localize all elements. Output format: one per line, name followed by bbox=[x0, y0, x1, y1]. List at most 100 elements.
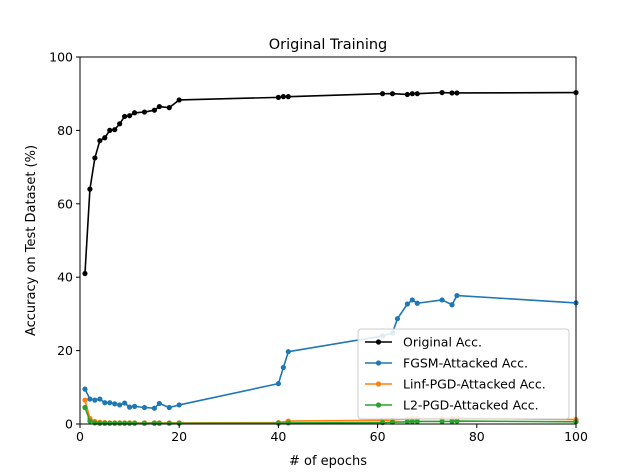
data-point bbox=[87, 186, 93, 192]
data-point bbox=[82, 404, 88, 411]
y-tick-label: 20 bbox=[57, 343, 73, 358]
data-point bbox=[409, 297, 415, 303]
data-point bbox=[82, 386, 88, 392]
data-point bbox=[102, 400, 108, 406]
chart-title: Original Training bbox=[269, 37, 388, 53]
data-point bbox=[97, 420, 103, 426]
data-point bbox=[122, 420, 128, 426]
data-point bbox=[141, 109, 148, 115]
data-point bbox=[166, 105, 172, 111]
x-tick-label: 80 bbox=[469, 429, 485, 444]
data-point bbox=[131, 420, 138, 426]
legend: Original Acc. FGSM-Attacked Acc. Linf-PGD-… bbox=[357, 328, 570, 420]
data-point bbox=[280, 94, 286, 100]
data-point bbox=[166, 420, 172, 426]
legend-marker bbox=[375, 360, 382, 366]
axis-ticks: 0 20 40 60 80 100 0 20 40 60 80 100 bbox=[49, 50, 588, 445]
series-1 bbox=[82, 89, 579, 277]
x-tick-label: 0 bbox=[76, 429, 84, 444]
data-point bbox=[97, 138, 103, 144]
data-point bbox=[285, 94, 291, 100]
legend-entry: Linf-PGD-Attacked Acc. bbox=[365, 377, 546, 392]
data-point bbox=[389, 91, 396, 97]
data-point bbox=[112, 127, 118, 133]
data-point bbox=[454, 90, 460, 96]
legend-marker bbox=[375, 339, 382, 345]
data-point bbox=[394, 316, 401, 322]
data-point bbox=[97, 396, 103, 402]
data-point bbox=[275, 420, 281, 426]
data-point bbox=[404, 419, 410, 425]
data-point bbox=[280, 364, 286, 371]
data-point bbox=[414, 418, 420, 425]
data-point bbox=[92, 397, 98, 403]
x-tick-label: 20 bbox=[171, 429, 187, 444]
data-point bbox=[82, 397, 88, 403]
legend-label: Linf-PGD-Attacked Acc. bbox=[403, 377, 546, 392]
data-point bbox=[379, 91, 386, 97]
data-point bbox=[285, 349, 291, 355]
data-point bbox=[102, 420, 108, 426]
y-tick-label: 60 bbox=[57, 196, 73, 211]
legend-box bbox=[357, 328, 570, 420]
data-point bbox=[156, 103, 162, 110]
data-point bbox=[131, 403, 138, 409]
data-point bbox=[107, 400, 113, 406]
data-point bbox=[409, 91, 415, 97]
data-point bbox=[102, 135, 108, 141]
legend-marker bbox=[375, 402, 382, 408]
data-point bbox=[141, 404, 148, 411]
legend-marker bbox=[375, 381, 382, 387]
data-point bbox=[454, 418, 460, 424]
data-point bbox=[107, 420, 113, 426]
data-point bbox=[176, 402, 182, 408]
data-point bbox=[131, 110, 138, 116]
data-point bbox=[151, 405, 157, 411]
legend-entry: L2-PGD-Attacked Acc. bbox=[365, 398, 539, 413]
series-4 bbox=[82, 404, 579, 426]
data-point bbox=[439, 89, 445, 96]
plot-frame bbox=[79, 56, 577, 425]
x-tick-label: 100 bbox=[564, 429, 588, 444]
data-point bbox=[127, 113, 133, 119]
data-point bbox=[141, 420, 148, 426]
data-point bbox=[117, 402, 123, 408]
legend-label: Original Acc. bbox=[403, 335, 482, 350]
data-point bbox=[275, 381, 281, 387]
data-point bbox=[449, 90, 455, 96]
legend-entry: Original Acc. bbox=[365, 335, 482, 350]
data-point bbox=[117, 121, 123, 127]
data-point bbox=[285, 420, 291, 426]
y-axis-label: Accuracy on Test Dataset (%) bbox=[24, 145, 39, 336]
data-point bbox=[87, 396, 93, 402]
data-point bbox=[389, 419, 396, 425]
y-tick-label: 40 bbox=[57, 270, 73, 285]
x-tick-label: 40 bbox=[270, 429, 286, 444]
data-point bbox=[449, 302, 455, 308]
data-point bbox=[117, 420, 123, 426]
legend-entry: FGSM-Attacked Acc. bbox=[365, 356, 528, 371]
data-point bbox=[414, 300, 420, 306]
data-point bbox=[156, 420, 162, 426]
y-tick-label: 0 bbox=[65, 417, 73, 432]
x-tick-label: 60 bbox=[370, 429, 386, 444]
data-point bbox=[439, 418, 445, 425]
data-point bbox=[439, 297, 445, 303]
data-point bbox=[122, 113, 128, 120]
data-point bbox=[127, 404, 133, 410]
data-point bbox=[87, 418, 93, 424]
data-point bbox=[176, 420, 182, 426]
legend-label: FGSM-Attacked Acc. bbox=[403, 356, 528, 371]
data-point bbox=[166, 404, 172, 411]
data-point bbox=[414, 91, 420, 97]
data-point bbox=[122, 400, 128, 406]
data-point bbox=[151, 107, 157, 113]
data-point bbox=[107, 127, 113, 133]
data-point bbox=[454, 292, 460, 299]
y-tick-label: 80 bbox=[57, 123, 73, 138]
data-point bbox=[176, 97, 182, 103]
data-point bbox=[127, 420, 133, 426]
data-point bbox=[449, 418, 455, 425]
data-point bbox=[92, 420, 98, 426]
